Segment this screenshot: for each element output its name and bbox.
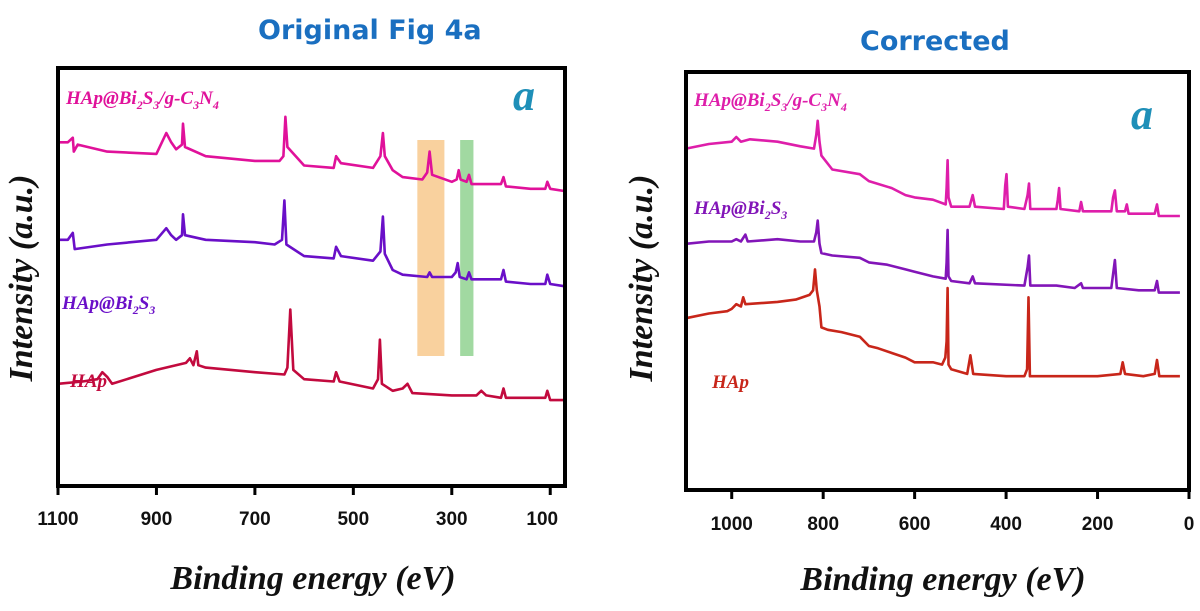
panel-letter: a bbox=[1131, 90, 1153, 139]
series-label-1: HAp@Bi2S3/g-C3N4 bbox=[65, 88, 219, 112]
x-axis-label: Binding energy (eV) bbox=[169, 560, 455, 597]
x-tick-label-600: 600 bbox=[899, 514, 931, 535]
x-tick-label-1100: 1100 bbox=[37, 509, 78, 530]
series-label-3: HAp bbox=[711, 372, 749, 393]
series-label-3: HAp bbox=[69, 371, 107, 392]
x-tick-label-1000: 1000 bbox=[711, 514, 753, 535]
x-tick-label-100: 100 bbox=[526, 509, 558, 530]
series-line-3 bbox=[685, 268, 1180, 378]
x-tick-label-800: 800 bbox=[807, 514, 839, 535]
x-tick-label-400: 400 bbox=[990, 514, 1022, 535]
right-chart-panel: HAp@Bi2S3/g-C3N4 HAp@Bi2S3 HAp a 1000 800 600 4… bbox=[623, 70, 1195, 598]
series-label-1: HAp@Bi2S3/g-C3N4 bbox=[693, 90, 847, 114]
left-chart-panel: HAp@Bi2S3/g-C3N4 HAp@Bi2S3 HAp a 1100 900 700 5… bbox=[3, 66, 567, 597]
left-panel-heading: Original Fig 4a bbox=[258, 15, 482, 46]
series-line-1 bbox=[685, 119, 1180, 218]
series-line-3 bbox=[57, 308, 565, 402]
y-axis-label: Intensity (a.u.) bbox=[623, 175, 660, 383]
highlight-band-2 bbox=[460, 140, 474, 356]
x-tick-label-900: 900 bbox=[141, 509, 173, 530]
x-tick-label-0: 0 bbox=[1184, 514, 1195, 535]
x-tick-label-700: 700 bbox=[239, 509, 271, 530]
x-tick-label-500: 500 bbox=[337, 509, 369, 530]
x-tick-label-300: 300 bbox=[436, 509, 468, 530]
right-panel-heading: Corrected bbox=[860, 26, 1010, 57]
series-line-1 bbox=[58, 115, 566, 193]
x-tick-label-200: 200 bbox=[1082, 514, 1114, 535]
series-label-2: HAp@Bi2S3 bbox=[61, 293, 155, 317]
y-axis-label: Intensity (a.u.) bbox=[3, 175, 40, 383]
highlight-band-1 bbox=[417, 140, 445, 356]
series-line-2 bbox=[58, 199, 566, 288]
series-line-2 bbox=[685, 219, 1180, 294]
x-axis-label: Binding energy (eV) bbox=[799, 561, 1085, 598]
plot-frame bbox=[684, 70, 1191, 492]
series-label-2: HAp@Bi2S3 bbox=[693, 198, 787, 222]
plot-frame bbox=[56, 66, 567, 488]
panel-letter: a bbox=[513, 71, 535, 120]
